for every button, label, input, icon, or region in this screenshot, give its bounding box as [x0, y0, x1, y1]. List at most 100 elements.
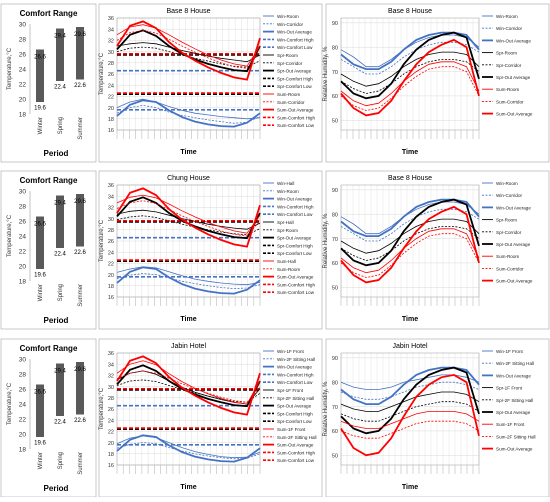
- rh-ytick-label: 50: [332, 285, 338, 291]
- legend-label: Spr-Out Average: [496, 410, 531, 415]
- comfort-bar-high-label: 26.6: [34, 390, 46, 396]
- legend-label: Win-Comfort High: [277, 204, 314, 209]
- legend-label: Sum-Room: [496, 87, 519, 92]
- temp-ylabel: Temperature,°C: [99, 219, 105, 262]
- series-line-sum-room: [116, 200, 261, 237]
- series-line-sum-out-average: [116, 355, 261, 416]
- legend-label: Spr-Comfort Low: [277, 419, 312, 424]
- temp-ytick-label: 18: [108, 117, 114, 123]
- legend-label: Sum-Out Average: [496, 112, 533, 117]
- legend-label: Spr-1F Front: [496, 386, 523, 391]
- series-line-spr-corridor: [340, 59, 480, 94]
- temp-ytick-label: 20: [108, 106, 114, 112]
- series-line-spr-out-average: [340, 366, 480, 435]
- legend-label: Sum-1F Front: [277, 427, 306, 432]
- comfort-ytick-label: 26: [19, 52, 27, 59]
- comfort-xlabel: Period: [44, 316, 69, 325]
- legend-label: Spr-Out Average: [496, 75, 531, 80]
- rh-legend: Win-Room Win-Corridor Win-Out Average Spr-R…: [482, 181, 533, 284]
- comfort-ytick-label: 18: [19, 279, 27, 286]
- comfort-bar-high-label: 26.6: [34, 55, 46, 61]
- legend-label: Sum-Room: [496, 254, 519, 259]
- legend-label: Win-Comfort Low: [277, 45, 313, 50]
- legend-label: Spr-Corridor: [496, 230, 522, 235]
- temp-ytick-label: 16: [108, 295, 114, 301]
- comfort-ytick-label: 22: [19, 249, 27, 256]
- temp-ytick-label: 32: [108, 39, 114, 45]
- rh-ytick-label: 90: [332, 356, 338, 362]
- legend-label: Sum-Comfort High: [277, 450, 315, 455]
- comfort-ytick-label: 20: [19, 97, 27, 104]
- legend-label: Win-Hall: [277, 181, 294, 186]
- comfort-ytick-label: 18: [19, 112, 27, 119]
- comfort-category-label: Summer: [78, 452, 84, 475]
- legend-label: Sum-Comfort High: [277, 282, 315, 287]
- legend-label: Win-Corridor: [277, 22, 304, 27]
- legend-label: Win-Room: [277, 14, 299, 19]
- temp-ytick-label: 26: [108, 407, 114, 413]
- temp-xlabel: Time: [180, 484, 196, 491]
- rh-ytick-label: 70: [332, 405, 338, 411]
- legend-label: Spr-Room: [496, 51, 517, 56]
- legend-label: Sum-Out Average: [496, 279, 533, 284]
- comfort-title: Comfort Range: [20, 9, 78, 18]
- temp-ytick-label: 36: [108, 16, 114, 22]
- legend-label: Sum-Comfort High: [277, 115, 315, 120]
- legend-label: Win-Out Average: [496, 205, 531, 210]
- comfort-category-label: Summer: [78, 284, 84, 307]
- temp-ytick-label: 18: [108, 452, 114, 458]
- series-line-sum-out-average: [340, 38, 480, 117]
- legend-label: Sum-Corridor: [496, 266, 524, 271]
- series-line-sum-hall: [116, 194, 261, 234]
- series-line-sum-room: [116, 24, 261, 67]
- comfort-category-label: Winter: [38, 452, 44, 469]
- rh-ylabel: Relative Humidity, %: [323, 46, 329, 102]
- temp-ytick-label: 30: [108, 50, 114, 56]
- series-line-sum-2f-sitting-hall: [340, 420, 480, 439]
- series-line-sum-1f-front: [340, 410, 480, 429]
- series-line-sum-out-average: [116, 20, 261, 81]
- legend-label: Win-Room: [496, 14, 518, 19]
- legend-label: Sum-Out Average: [277, 108, 314, 113]
- temp-ytick-label: 22: [108, 430, 114, 436]
- series-line-spr-room: [340, 51, 480, 87]
- comfort-bar-high-label: 29.4: [54, 369, 66, 375]
- series-line-win-room: [116, 98, 261, 120]
- legend-label: Spr-Comfort Low: [277, 84, 312, 89]
- legend-label: Spr-Room: [496, 218, 517, 223]
- comfort-bar-low-label: 19.6: [34, 441, 46, 447]
- comfort-ytick-label: 28: [19, 204, 27, 211]
- temp-ytick-label: 28: [108, 61, 114, 67]
- legend-label: Spr-Out Average: [277, 404, 312, 409]
- legend-label: Spr-Comfort High: [277, 76, 313, 81]
- rh-ytick-label: 90: [332, 188, 338, 194]
- comfort-ytick-label: 28: [19, 372, 27, 379]
- rh-ytick-label: 80: [332, 212, 338, 218]
- comfort-ytick-label: 26: [19, 387, 27, 394]
- comfort-bar-winter: [36, 49, 44, 102]
- comfort-bar-winter: [36, 216, 44, 269]
- comfort-ytick-label: 30: [19, 22, 27, 29]
- comfort-ytick-label: 24: [19, 402, 27, 409]
- series-line-win-out-average: [116, 266, 261, 295]
- series-line-win-out-average: [116, 99, 261, 128]
- comfort-ytick-label: 28: [19, 37, 27, 44]
- comfort-category-label: Summer: [78, 117, 84, 140]
- comfort-title: Comfort Range: [20, 176, 78, 185]
- series-line-sum-corridor: [116, 29, 261, 69]
- comfort-ylabel: Temperature,°C: [7, 382, 13, 425]
- legend-label: Sum-2F Sitting Hall: [277, 435, 317, 440]
- figure-row-1: Comfort Range 30 28 26 24 22 20 18 Temperature,°…: [0, 3, 550, 163]
- legend-label: Spr-Corridor: [277, 61, 303, 66]
- comfort-bar-spring: [56, 363, 64, 416]
- rh-xlabel: Time: [402, 316, 418, 323]
- comfort-ytick-label: 26: [19, 219, 27, 226]
- legend-label: Win-Out Average: [277, 30, 312, 35]
- temp-ytick-label: 34: [108, 194, 114, 200]
- comfort-bar-summer: [76, 27, 84, 80]
- temp-chart: Chung House 36 34 32 30 28 26 24 22 20 18 16 Tempera…: [98, 170, 323, 330]
- temp-ytick-label: 34: [108, 362, 114, 368]
- series-line-win-out-average: [116, 434, 261, 463]
- comfort-bar-low-label: 19.6: [34, 273, 46, 279]
